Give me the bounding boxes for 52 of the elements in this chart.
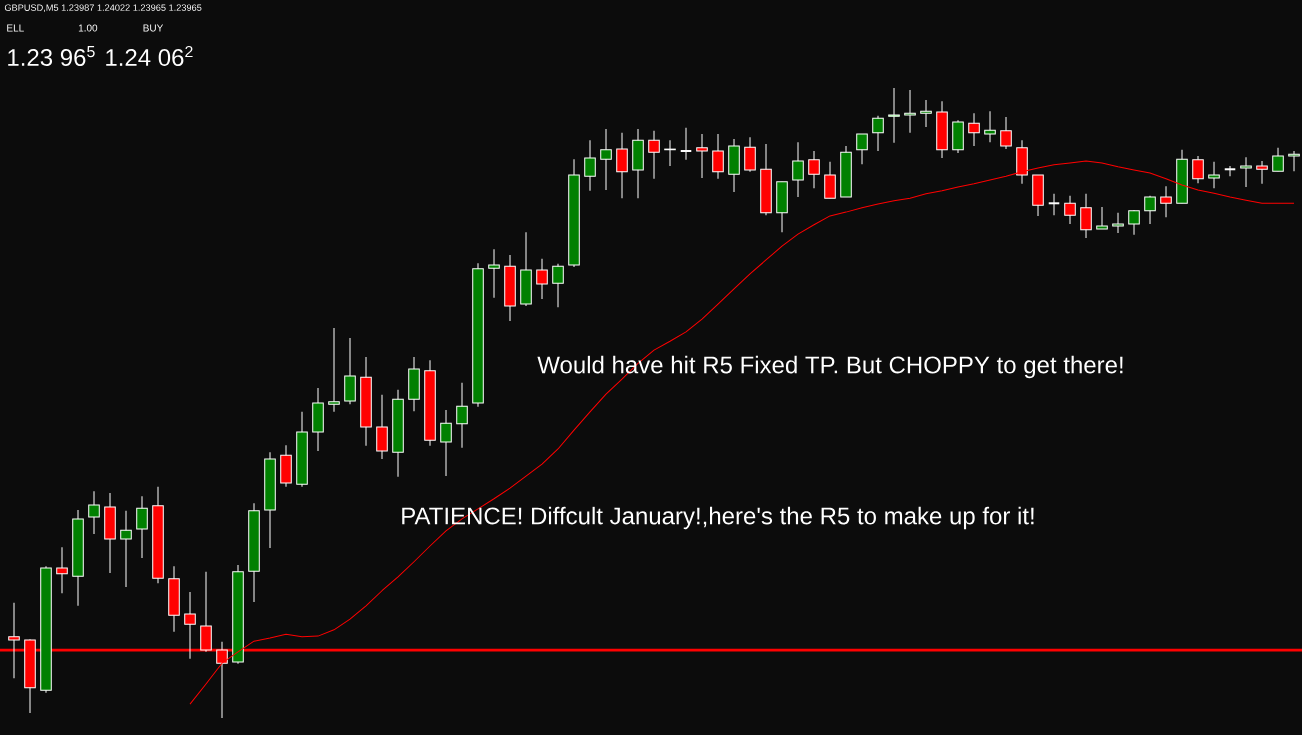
candlestick <box>1256 160 1268 185</box>
candlestick <box>984 110 996 143</box>
candlestick <box>872 115 884 152</box>
text: BUY <box>143 24 164 32</box>
candlestick <box>600 128 612 191</box>
candlestick <box>616 132 628 199</box>
candlestick <box>1144 195 1156 225</box>
candlestick <box>808 150 820 189</box>
candlestick <box>584 139 596 192</box>
candlestick <box>1000 116 1012 150</box>
candlestick <box>792 141 804 198</box>
candlestick <box>904 89 916 134</box>
candlestick <box>1096 206 1108 230</box>
candlestick <box>1288 150 1300 172</box>
candlestick <box>1112 212 1124 234</box>
candlestick <box>56 546 68 594</box>
chart-title: GBPUSD,M5 1.23987 1.24022 1.23965 1.23965 <box>4 4 202 12</box>
candlestick <box>1223 165 1237 177</box>
candlestick <box>456 382 468 449</box>
text: 1.24 06$^{2}$ <box>106 45 193 67</box>
candlestick <box>136 495 148 559</box>
candlestick <box>648 130 660 180</box>
candlestick <box>536 258 548 300</box>
candlestick <box>1128 209 1140 236</box>
candlestick <box>1240 156 1252 188</box>
candlestick <box>664 139 676 167</box>
candlestick <box>488 248 500 299</box>
candlestick <box>328 327 340 413</box>
text: ELL <box>7 24 24 32</box>
candlestick <box>968 112 980 147</box>
candlestick <box>440 409 452 477</box>
text: 1.23 96$^{5}$ <box>8 46 95 66</box>
candlestick <box>376 394 388 460</box>
candlestick <box>552 263 564 308</box>
text: 1.00 <box>78 24 98 32</box>
candlestick <box>1047 193 1061 216</box>
candlestick <box>1192 155 1204 184</box>
candlestick <box>696 133 708 179</box>
candlestick <box>1080 193 1092 239</box>
candlestick <box>744 136 756 173</box>
candlestick <box>824 161 836 199</box>
candlestick <box>920 99 932 128</box>
candlestick <box>888 87 900 144</box>
candlestick <box>1160 185 1172 218</box>
candlestick <box>679 127 693 161</box>
candlestick <box>712 133 724 180</box>
candlestick <box>1064 195 1076 225</box>
candlestick <box>1208 161 1220 189</box>
candlestick <box>856 133 868 165</box>
candlestick <box>1272 147 1284 172</box>
candlestick <box>120 510 132 588</box>
candlestick <box>88 490 100 535</box>
